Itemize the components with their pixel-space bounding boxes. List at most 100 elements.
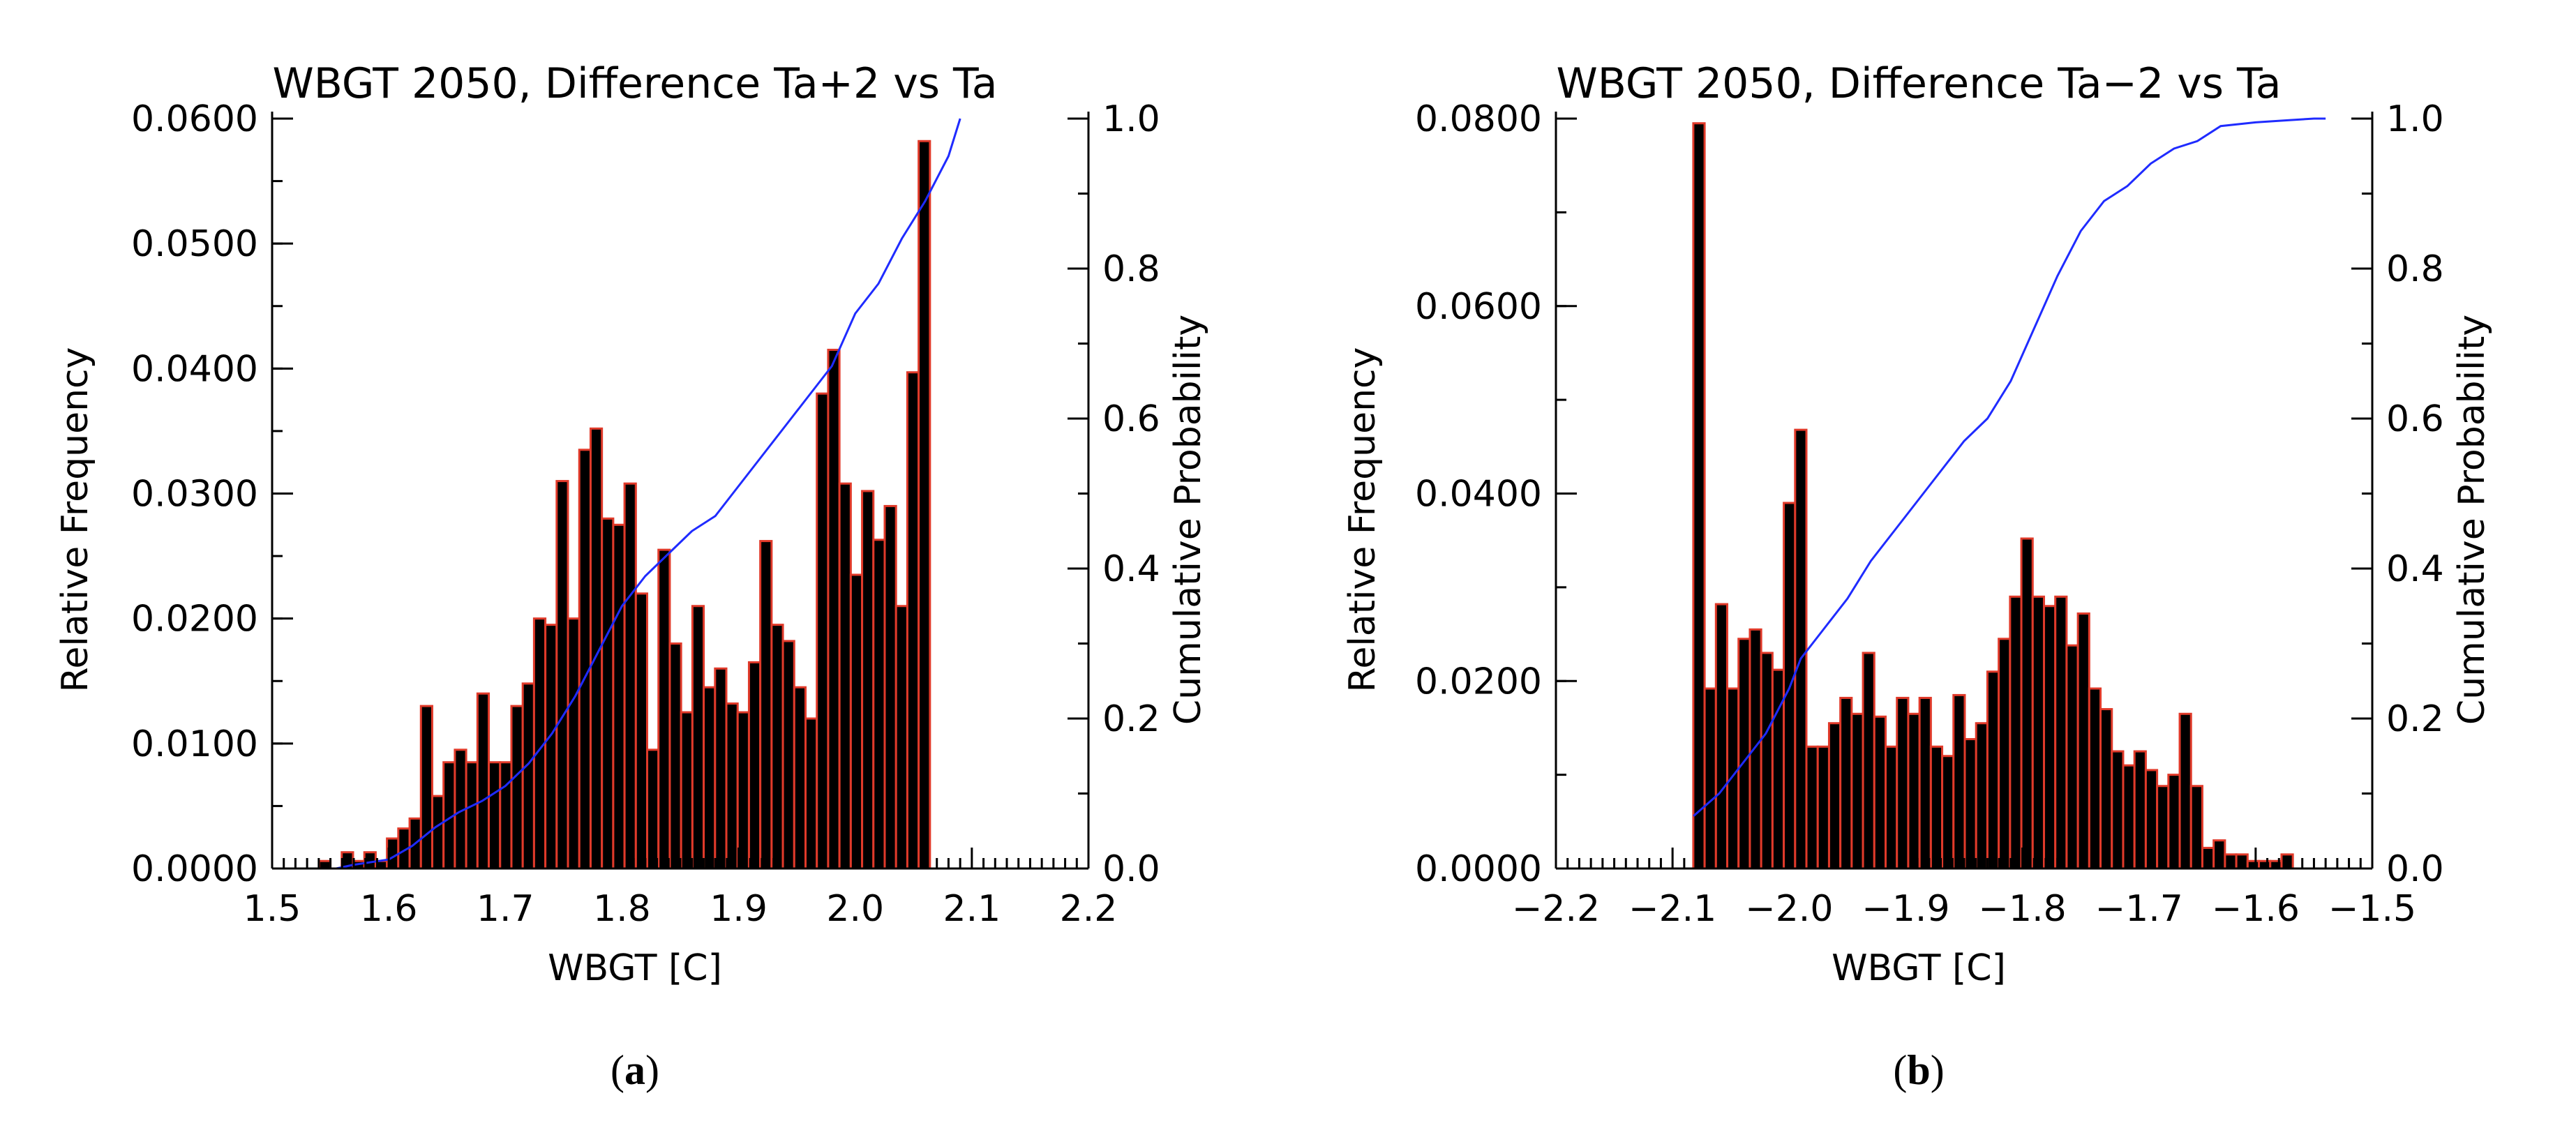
histogram-bar: [906, 371, 920, 870]
histogram-bar: [747, 661, 762, 870]
x-tick-label: −2.2: [1512, 888, 1600, 930]
histogram-bar: [894, 605, 908, 870]
histogram-bar: [317, 859, 332, 870]
histogram-bar: [465, 761, 479, 870]
histogram-bar: [918, 140, 931, 870]
histogram-bar: [1805, 745, 1819, 870]
x-tick-label: −2.0: [1745, 888, 1833, 930]
x-tick-label: −1.8: [1978, 888, 2066, 930]
histogram-bar: [2212, 839, 2226, 870]
chart-title: WBGT 2050, Difference Ta+2 vs Ta: [272, 59, 997, 108]
y-tick-label: 0.0000: [131, 848, 258, 890]
y2-tick-label: 0.0: [1102, 848, 1160, 890]
y-axis-label: Relative Frequency: [1342, 347, 1384, 693]
x-tick-label: −1.7: [2095, 888, 2183, 930]
histogram-bar: [703, 686, 717, 870]
x-tick-label: 1.8: [593, 888, 651, 930]
histogram-bar: [2065, 644, 2079, 870]
y-axis-label: Relative Frequency: [54, 347, 96, 693]
chart-panel-b: WBGT 2050, Difference Ta−2 vs Ta WBGT [C…: [1342, 59, 2493, 989]
histogram-bar: [2054, 595, 2068, 870]
y2-tick-label: 0.0: [2386, 848, 2444, 890]
x-tick-label: 2.1: [943, 888, 1001, 930]
histogram-bar: [793, 686, 807, 870]
histogram-bar: [1827, 722, 1842, 870]
histogram-bar: [1771, 668, 1785, 870]
caption-b-letter: b: [1907, 1047, 1931, 1093]
histogram-bar: [781, 640, 795, 870]
histogram-bar: [2167, 774, 2181, 870]
histogram-bar: [1850, 712, 1864, 870]
histogram-bar: [2224, 853, 2238, 870]
histogram-bar: [634, 592, 649, 870]
y2-tick-label: 0.6: [2386, 398, 2444, 440]
histogram-bar: [1737, 638, 1751, 870]
histogram-bar: [1816, 745, 1830, 870]
histogram-bar: [2178, 712, 2192, 870]
histogram-bar: [1760, 652, 1774, 870]
histogram-bar: [544, 624, 558, 870]
histogram-bar: [476, 692, 491, 870]
histogram-bar: [521, 682, 535, 870]
histogram-bar: [2042, 605, 2057, 870]
histogram-bar: [725, 702, 739, 870]
cumulative-probability-line: [336, 118, 961, 870]
histogram-bar: [646, 749, 660, 870]
histogram-bar: [691, 605, 705, 870]
histogram-bar: [1692, 122, 1706, 870]
histogram-bar: [2144, 769, 2159, 870]
y-tick-label: 0.0600: [131, 98, 258, 140]
caption-b: (b): [1893, 1047, 1945, 1093]
histogram-bar: [770, 624, 784, 870]
histogram-bar: [668, 642, 682, 870]
y-tick-label: 0.0800: [1415, 98, 1542, 140]
histogram-bar: [1714, 603, 1729, 870]
histogram-bar: [2031, 595, 2045, 870]
histogram-bar: [1896, 696, 1910, 870]
histogram-bar: [567, 617, 581, 870]
x-tick-label: 1.5: [244, 888, 301, 930]
caption-a-letter: a: [624, 1047, 645, 1093]
x-tick-label: 1.6: [360, 888, 418, 930]
y-tick-label: 0.0300: [131, 474, 258, 516]
histogram-bar: [2133, 750, 2147, 870]
histogram-bar: [1748, 628, 1762, 870]
histogram-bar: [578, 449, 592, 870]
x-tick-label: −1.5: [2328, 888, 2416, 930]
histogram-bar: [2099, 708, 2113, 870]
x-tick-label: 1.7: [477, 888, 534, 930]
histogram-bar: [1941, 755, 1955, 870]
histogram-bar: [1873, 715, 1887, 870]
y2-tick-label: 0.6: [1102, 398, 1160, 440]
histogram-bar: [816, 392, 830, 870]
y2-tick-label: 1.0: [2386, 98, 2444, 140]
histogram-bar: [849, 573, 864, 870]
histogram-bar: [601, 517, 615, 870]
histogram-bar: [1703, 687, 1717, 870]
histogram-bar: [419, 705, 433, 870]
histogram-bar: [680, 711, 694, 870]
histogram-bar: [759, 540, 773, 870]
y2-tick-label: 0.2: [1102, 698, 1160, 740]
histogram-bar: [1907, 712, 1921, 870]
x-tick-label: −1.6: [2212, 888, 2300, 930]
histogram-bar: [872, 539, 886, 870]
y2-tick-label: 0.8: [1102, 248, 1160, 290]
y-tick-label: 0.0600: [1415, 286, 1542, 328]
y-tick-label: 0.0500: [131, 223, 258, 265]
histogram-bar: [1929, 745, 1944, 870]
histogram-bar: [2020, 537, 2034, 870]
histogram-bar: [657, 548, 671, 870]
histogram-bar: [714, 667, 728, 870]
caption-a: (a): [611, 1047, 659, 1093]
x-tick-label: −2.1: [1628, 888, 1716, 930]
histogram-bar: [883, 504, 897, 870]
histogram-bar: [510, 705, 524, 870]
y2-axis-label: Cumulative Probability: [2451, 315, 2493, 725]
histogram-bar: [2111, 750, 2125, 870]
histogram-bar: [1862, 652, 1875, 870]
cumulative-probability-line: [1693, 117, 2326, 817]
histogram-bar: [2235, 853, 2249, 870]
y-tick-label: 0.0400: [1415, 474, 1542, 516]
